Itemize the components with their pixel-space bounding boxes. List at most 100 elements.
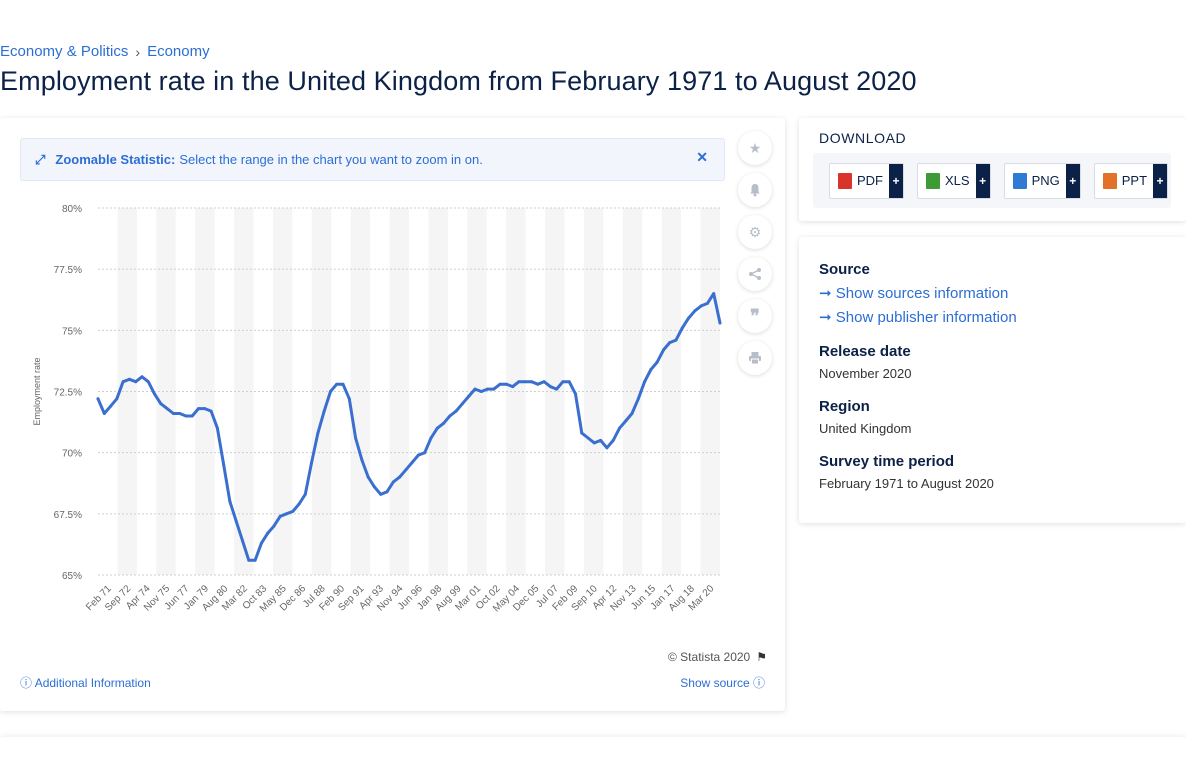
zoom-banner-text: Select the range in the chart you want t… (179, 152, 483, 167)
y-tick-label: 65% (62, 571, 82, 582)
zoom-banner: ⤢ Zoomable Statistic: Select the range i… (20, 138, 725, 181)
data-point (655, 360, 659, 364)
download-pdf-label: PDF (857, 173, 883, 188)
quote-icon: ❞ (750, 305, 760, 326)
data-point (184, 414, 188, 418)
png-file-icon (1012, 172, 1027, 189)
grid-band (311, 208, 332, 575)
data-point (643, 380, 647, 384)
data-point (354, 436, 358, 440)
data-point (165, 407, 169, 411)
data-point (316, 431, 320, 435)
plus-icon: + (1153, 163, 1168, 198)
data-point (171, 412, 175, 415)
download-title: DOWNLOAD (819, 130, 907, 146)
data-point (542, 380, 546, 384)
download-ppt-button[interactable]: PPT + (1093, 162, 1169, 199)
show-sources-link[interactable]: ➞ Show sources information (819, 284, 1008, 302)
download-pdf-button[interactable]: PDF + (829, 162, 904, 199)
data-point (504, 382, 508, 386)
bell-icon (750, 184, 760, 197)
show-publisher-label: Show publisher information (835, 309, 1017, 326)
data-point (215, 426, 219, 430)
employment-rate-chart[interactable]: 80% 77.5% 75% 72.5% 70% 67.5% 65% Employment ra… (0, 118, 730, 638)
additional-information-link[interactable]: ⓘ Additional Information (20, 674, 151, 691)
gear-icon: ⚙ (748, 223, 762, 240)
data-point (159, 402, 163, 406)
data-point (548, 385, 552, 389)
data-point (266, 531, 270, 535)
data-point (322, 409, 326, 413)
data-point (259, 541, 263, 545)
y-tick-label: 70% (62, 449, 82, 460)
breadcrumb: Economy & Politics › Economy (0, 43, 210, 60)
data-point (209, 409, 213, 413)
show-publisher-link[interactable]: ➞ Show publisher information (819, 308, 1017, 326)
data-point (278, 514, 282, 518)
data-point (561, 380, 565, 384)
grid-band (195, 208, 215, 575)
additional-information-label: Additional Information (34, 676, 151, 690)
data-point (303, 492, 307, 496)
data-point (687, 316, 691, 320)
data-point (197, 407, 200, 411)
y-axis-label: Employment rate (32, 357, 42, 425)
data-point (473, 387, 477, 391)
data-point (523, 380, 527, 384)
data-point (605, 446, 609, 450)
grid-band (583, 208, 604, 575)
data-point (109, 404, 113, 408)
data-point (592, 441, 596, 445)
cite-button[interactable]: ❞ (738, 299, 772, 333)
settings-button[interactable]: ⚙ (738, 215, 772, 249)
data-point (486, 387, 489, 391)
data-point (536, 382, 540, 386)
alert-button[interactable] (738, 173, 772, 207)
info-circle-icon: ⓘ (20, 676, 33, 690)
data-point (347, 397, 351, 401)
data-point (636, 397, 640, 401)
flag-icon[interactable]: ⚑ (756, 650, 767, 664)
breadcrumb-item-economy[interactable]: Economy (147, 43, 210, 60)
data-point (140, 375, 144, 379)
ppt-file-icon (1102, 172, 1117, 189)
favorite-button[interactable]: ★ (738, 131, 772, 165)
breadcrumb-item-economy-politics[interactable]: Economy & Politics (0, 43, 129, 60)
breadcrumb-separator: › (135, 43, 141, 60)
data-point (454, 409, 458, 413)
print-button[interactable] (738, 341, 772, 375)
close-icon[interactable]: ✕ (696, 149, 708, 165)
grid-band (622, 208, 643, 575)
data-point (693, 309, 697, 313)
data-point (530, 380, 533, 384)
arrow-right-icon: ➞ (819, 285, 832, 302)
data-point (442, 421, 446, 425)
plus-icon: + (889, 163, 903, 198)
data-point (479, 390, 483, 393)
data-point (360, 458, 364, 462)
share-button[interactable] (738, 257, 772, 291)
arrow-right-icon: ➞ (819, 309, 832, 326)
show-source-link[interactable]: Show source ⓘ (680, 674, 765, 691)
download-xls-label: XLS (945, 173, 970, 188)
series-line (96, 292, 722, 562)
plus-icon: + (1065, 163, 1080, 198)
region-value: United Kingdom (819, 421, 912, 436)
download-xls-button[interactable]: XLS + (917, 162, 991, 199)
download-card: DOWNLOAD PDF + XLS + PNG + PPT + (799, 118, 1186, 221)
data-point (423, 451, 427, 455)
data-point (435, 426, 439, 430)
zoom-banner-title: Zoomable Statistic: (55, 152, 176, 167)
data-point (253, 558, 257, 562)
data-point (115, 397, 119, 401)
y-tick-label: 75% (62, 326, 82, 337)
data-point (705, 301, 709, 305)
download-png-button[interactable]: PNG + (1003, 162, 1081, 199)
data-point (329, 390, 332, 393)
y-tick-label: 67.5% (54, 510, 82, 521)
data-point (580, 431, 584, 435)
download-buttons: PDF + XLS + PNG + PPT + (813, 153, 1171, 208)
bottom-section (0, 737, 1186, 760)
download-png-label: PNG (1031, 173, 1060, 188)
data-point (385, 490, 389, 494)
